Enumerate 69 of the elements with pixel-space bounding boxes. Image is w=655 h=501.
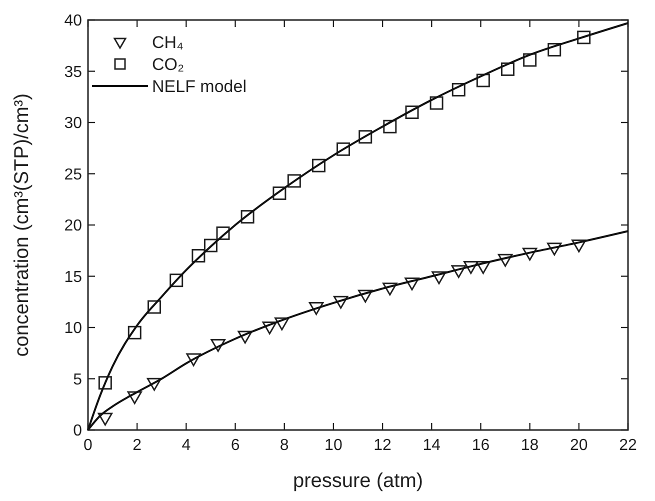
- point: [192, 249, 206, 262]
- point: [451, 265, 466, 278]
- x-tick-label: 12: [374, 437, 392, 454]
- point: [146, 378, 162, 391]
- point: [432, 271, 446, 284]
- point: [98, 412, 113, 426]
- x-tick-label: 2: [132, 437, 142, 454]
- y-tick-label: 20: [64, 218, 82, 234]
- point: [405, 106, 419, 119]
- x-tick-label: 10: [324, 437, 342, 454]
- x-tick-label: 20: [570, 437, 588, 454]
- point: [204, 238, 218, 252]
- y-axis-title: concentration (cm³(STP)/cm³): [11, 93, 33, 357]
- x-axis-title: pressure (atm): [292, 470, 424, 492]
- y-tick-label: 10: [64, 320, 82, 337]
- point: [382, 282, 398, 296]
- point: [547, 242, 562, 256]
- point: [210, 338, 226, 352]
- point: [274, 317, 290, 330]
- point: [476, 74, 490, 88]
- point: [498, 254, 513, 267]
- y-tick-label: 40: [64, 12, 82, 30]
- point: [358, 130, 372, 144]
- point: [500, 62, 514, 76]
- y-tick-label: 25: [64, 166, 82, 184]
- point: [336, 142, 350, 156]
- point: [476, 261, 491, 274]
- point: [128, 326, 142, 340]
- point: [170, 274, 184, 288]
- point: [548, 42, 562, 56]
- legend-label: CO₂: [152, 55, 184, 74]
- point: [577, 30, 591, 44]
- x-tick-label: 8: [280, 437, 289, 454]
- legend-label: CH₄: [152, 33, 184, 52]
- point: [312, 158, 326, 172]
- y-tick-label: 15: [64, 268, 82, 286]
- x-tick-label: 18: [520, 437, 539, 454]
- point: [572, 240, 586, 252]
- point: [186, 353, 201, 366]
- point: [358, 290, 373, 303]
- point: [262, 322, 277, 334]
- y-tick-label: 35: [64, 64, 82, 81]
- y-tick-label: 5: [73, 371, 82, 388]
- x-tick-label: 4: [182, 437, 191, 454]
- point: [523, 53, 537, 67]
- x-tick-label: 16: [472, 437, 490, 454]
- point: [272, 186, 286, 200]
- point: [430, 96, 444, 110]
- x-tick-label: 14: [422, 437, 441, 454]
- point: [98, 376, 112, 390]
- point: [287, 174, 301, 188]
- x-tick-label: 6: [230, 437, 240, 454]
- point: [240, 210, 254, 224]
- point: [308, 302, 324, 315]
- point: [464, 261, 478, 274]
- point: [333, 296, 348, 309]
- point: [404, 277, 420, 290]
- point: [148, 300, 162, 314]
- point: [522, 248, 538, 261]
- point: [127, 391, 142, 404]
- legend-label: NELF model: [152, 77, 246, 96]
- x-tick-label: 0: [84, 437, 93, 454]
- point: [383, 120, 397, 134]
- x-tick-label: 22: [619, 437, 637, 454]
- y-tick-label: 0: [73, 422, 82, 440]
- point: [238, 330, 252, 344]
- point: [452, 82, 466, 96]
- y-tick-label: 30: [64, 115, 82, 132]
- point: [216, 226, 230, 240]
